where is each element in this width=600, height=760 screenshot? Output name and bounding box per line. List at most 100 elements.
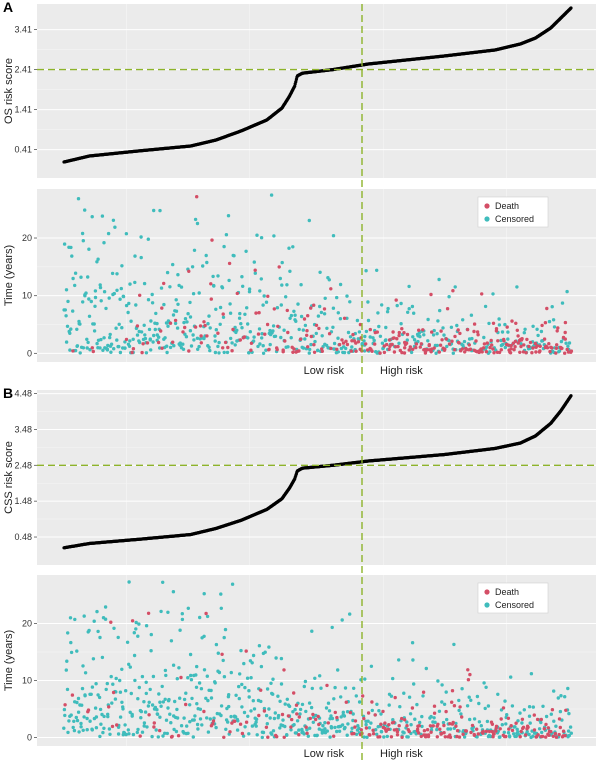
censored-point <box>103 605 108 609</box>
death-point <box>368 733 372 737</box>
censored-point <box>161 734 165 738</box>
censored-point <box>169 639 174 643</box>
censored-point <box>410 641 415 645</box>
death-point <box>494 726 498 731</box>
death-point <box>467 343 471 347</box>
death-point <box>366 711 371 715</box>
censored-point <box>102 714 106 719</box>
censored-point <box>80 703 84 707</box>
censored-point <box>441 720 446 725</box>
censored-point <box>172 344 176 348</box>
censored-point <box>195 336 200 340</box>
censored-point <box>76 197 81 201</box>
censored-point <box>452 642 456 647</box>
death-point <box>395 733 400 737</box>
death-point <box>159 329 163 333</box>
death-point <box>249 341 254 345</box>
censored-point <box>528 721 532 725</box>
censored-point <box>250 661 254 665</box>
death-point <box>547 342 551 346</box>
censored-point <box>251 339 256 343</box>
death-point <box>111 690 116 695</box>
censored-point <box>343 686 348 690</box>
censored-point <box>483 304 488 309</box>
censored-point <box>176 273 180 277</box>
death-point <box>536 733 540 737</box>
censored-point <box>78 351 82 355</box>
death-point <box>444 337 448 341</box>
death-point <box>524 351 528 355</box>
death-point <box>559 346 564 351</box>
censored-point <box>397 658 401 662</box>
censored-point <box>398 705 402 709</box>
censored-point <box>333 725 337 730</box>
censored-point <box>497 317 501 321</box>
death-point <box>524 733 528 737</box>
censored-point <box>337 729 342 733</box>
death-point <box>547 733 551 737</box>
censored-point <box>283 724 287 729</box>
death-point <box>554 735 559 739</box>
censored-point <box>397 341 401 345</box>
censored-point <box>149 649 153 653</box>
death-point <box>317 326 321 331</box>
censored-point <box>449 325 454 329</box>
censored-point <box>402 691 406 695</box>
censored-point <box>280 260 284 265</box>
censored-point <box>147 700 151 704</box>
censored-point <box>128 710 132 714</box>
censored-point <box>264 300 269 304</box>
censored-point <box>88 719 92 723</box>
censored-point <box>180 617 185 622</box>
censored-point <box>291 710 295 714</box>
censored-point <box>263 650 267 654</box>
censored-point <box>293 313 297 317</box>
death-point <box>474 339 478 343</box>
censored-point <box>502 730 506 734</box>
censored-point <box>115 338 119 342</box>
censored-point <box>73 283 77 288</box>
censored-point <box>65 687 70 692</box>
censored-point <box>351 718 355 723</box>
censored-point <box>214 642 219 647</box>
death-point <box>397 330 401 335</box>
death-point <box>335 715 339 720</box>
censored-point <box>180 612 184 616</box>
censored-point <box>209 696 214 700</box>
censored-point <box>280 283 284 287</box>
censored-point <box>460 687 464 691</box>
censored-point <box>177 283 181 288</box>
death-point <box>198 324 203 328</box>
death-point <box>244 649 248 653</box>
death-point <box>266 735 270 739</box>
death-point <box>484 729 489 734</box>
censored-point <box>362 735 366 739</box>
censored-point <box>136 634 140 638</box>
death-point <box>457 735 462 739</box>
censored-point <box>296 302 300 306</box>
death-point <box>558 725 562 730</box>
censored-point <box>102 241 106 245</box>
censored-point <box>457 698 461 703</box>
censored-point <box>567 711 571 716</box>
death-point <box>438 343 443 347</box>
death-point <box>257 713 261 718</box>
censored-point <box>188 720 192 724</box>
death-point <box>259 688 263 692</box>
death-point <box>168 321 173 325</box>
censored-point <box>202 634 206 638</box>
censored-point <box>236 719 240 723</box>
death-point <box>115 723 119 727</box>
death-point <box>553 731 558 736</box>
death-point <box>563 734 567 738</box>
death-point <box>476 333 480 337</box>
death-point <box>322 307 327 311</box>
death-point <box>405 332 410 337</box>
censored-point <box>90 685 95 689</box>
censored-point <box>133 678 137 683</box>
censored-point <box>111 218 116 222</box>
censored-point <box>437 709 442 713</box>
censored-point <box>110 271 115 276</box>
death-point <box>295 712 299 716</box>
